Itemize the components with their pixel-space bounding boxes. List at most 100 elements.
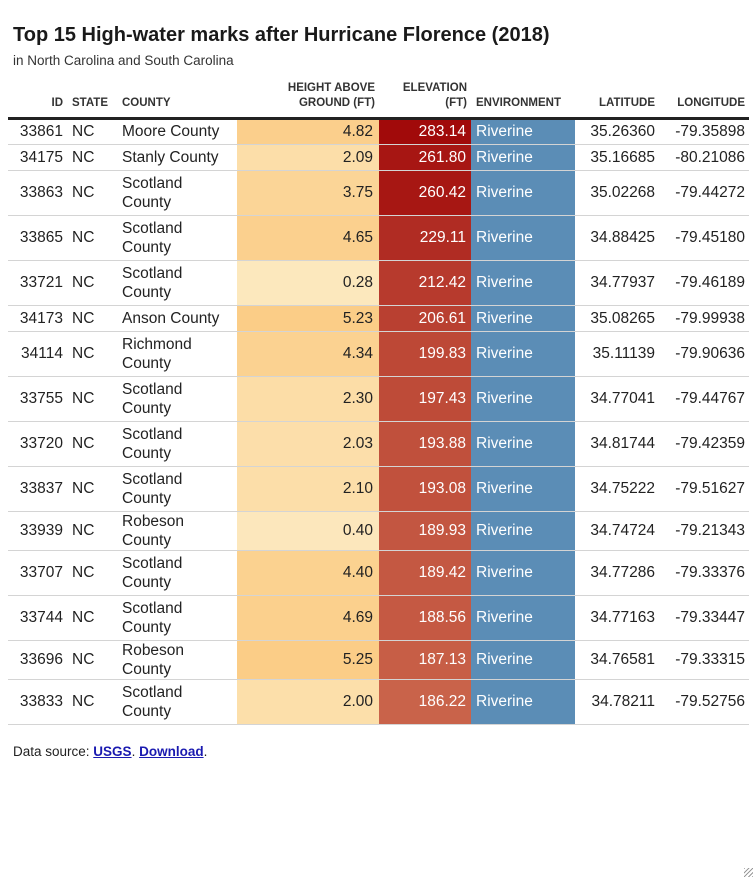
cell-state: NC [67, 305, 117, 332]
cell-height: 2.03 [237, 421, 379, 467]
cell-elevation: 186.22 [379, 679, 471, 725]
cell-latitude: 34.74724 [575, 511, 659, 551]
cell-county: Robeson County [117, 511, 237, 551]
cell-id: 33863 [8, 170, 67, 216]
cell-county: Scotland County [117, 170, 237, 216]
cell-elevation: 188.56 [379, 595, 471, 641]
column-header-height[interactable]: HEIGHT ABOVE GROUND (FT) [287, 81, 375, 109]
page-subtitle: in North Carolina and South Carolina [13, 53, 234, 68]
cell-height: 4.82 [237, 118, 379, 145]
page-title: Top 15 High-water marks after Hurricane … [13, 24, 550, 46]
cell-latitude: 34.75222 [575, 466, 659, 512]
cell-environment: Riverine [471, 466, 575, 512]
cell-latitude: 34.77163 [575, 595, 659, 641]
table-row: 33837 NC Scotland County 2.10 193.08 Riverine… [8, 466, 749, 512]
cell-height: 2.30 [237, 376, 379, 422]
column-header-environment[interactable]: ENVIRONMENT [476, 96, 561, 109]
cell-height: 5.25 [237, 640, 379, 680]
table-row: 33696 NC Robeson County 5.25 187.13 Riverine 3… [8, 640, 749, 680]
cell-state: NC [67, 421, 117, 467]
table-row: 33720 NC Scotland County 2.03 193.88 Riverine… [8, 421, 749, 467]
table-header-row: ID STATE COUNTY HEIGHT ABOVE GROUND (FT)… [8, 78, 749, 118]
cell-elevation: 187.13 [379, 640, 471, 680]
table-row: 33707 NC Scotland County 4.40 189.42 Riverine… [8, 550, 749, 596]
cell-id: 34175 [8, 144, 67, 171]
cell-environment: Riverine [471, 595, 575, 641]
cell-state: NC [67, 170, 117, 216]
cell-state: NC [67, 640, 117, 680]
table-body: 33861 NC Moore County 4.82 283.14 Riverine 35.… [8, 118, 749, 725]
cell-elevation: 189.42 [379, 550, 471, 596]
cell-height: 4.69 [237, 595, 379, 641]
cell-county: Scotland County [117, 260, 237, 306]
cell-id: 33755 [8, 376, 67, 422]
cell-state: NC [67, 466, 117, 512]
cell-county: Scotland County [117, 679, 237, 725]
table-row: 33863 NC Scotland County 3.75 260.42 Riverine… [8, 170, 749, 216]
cell-county: Scotland County [117, 550, 237, 596]
cell-height: 4.40 [237, 550, 379, 596]
table-row: 33861 NC Moore County 4.82 283.14 Riverine 35.… [8, 118, 749, 145]
column-header-state[interactable]: STATE [72, 96, 108, 109]
table-row: 33939 NC Robeson County 0.40 189.93 Riverine 3… [8, 511, 749, 551]
cell-county: Scotland County [117, 595, 237, 641]
table-row: 33833 NC Scotland County 2.00 186.22 Riverine… [8, 679, 749, 725]
cell-longitude: -79.51627 [659, 466, 749, 512]
cell-longitude: -79.99938 [659, 305, 749, 332]
cell-state: NC [67, 550, 117, 596]
cell-elevation: 212.42 [379, 260, 471, 306]
cell-height: 0.28 [237, 260, 379, 306]
source-suffix: . [203, 744, 208, 759]
column-header-longitude[interactable]: LONGITUDE [677, 96, 745, 109]
column-header-latitude[interactable]: LATITUDE [598, 96, 655, 109]
cell-latitude: 35.11139 [575, 331, 659, 377]
cell-height: 2.09 [237, 144, 379, 171]
usgs-link[interactable]: USGS [93, 744, 132, 759]
cell-latitude: 35.08265 [575, 305, 659, 332]
cell-id: 33939 [8, 511, 67, 551]
cell-id: 34114 [8, 331, 67, 377]
cell-environment: Riverine [471, 170, 575, 216]
cell-id: 33744 [8, 595, 67, 641]
column-header-id[interactable]: ID [51, 96, 64, 109]
download-link[interactable]: Download [139, 744, 204, 759]
cell-latitude: 34.77286 [575, 550, 659, 596]
cell-latitude: 35.16685 [575, 144, 659, 171]
cell-longitude: -80.21086 [659, 144, 749, 171]
cell-county: Scotland County [117, 421, 237, 467]
cell-state: NC [67, 260, 117, 306]
cell-environment: Riverine [471, 421, 575, 467]
cell-longitude: -79.90636 [659, 331, 749, 377]
cell-latitude: 34.77937 [575, 260, 659, 306]
cell-latitude: 34.76581 [575, 640, 659, 680]
cell-environment: Riverine [471, 144, 575, 171]
cell-id: 33707 [8, 550, 67, 596]
resize-corner [744, 868, 753, 877]
column-header-elevation[interactable]: ELEVATION (FT) [402, 81, 467, 109]
table-row: 34114 NC Richmond County 4.34 199.83 Riverine… [8, 331, 749, 377]
cell-height: 4.34 [237, 331, 379, 377]
cell-elevation: 193.08 [379, 466, 471, 512]
cell-state: NC [67, 679, 117, 725]
table-row: 34175 NC Stanly County 2.09 261.80 Riverine 35… [8, 144, 749, 171]
cell-state: NC [67, 331, 117, 377]
column-header-county[interactable]: COUNTY [122, 96, 171, 109]
cell-height: 5.23 [237, 305, 379, 332]
cell-environment: Riverine [471, 118, 575, 145]
cell-environment: Riverine [471, 511, 575, 551]
cell-height: 3.75 [237, 170, 379, 216]
cell-longitude: -79.42359 [659, 421, 749, 467]
cell-longitude: -79.46189 [659, 260, 749, 306]
cell-environment: Riverine [471, 376, 575, 422]
high-water-marks-table: ID STATE COUNTY HEIGHT ABOVE GROUND (FT)… [8, 78, 749, 725]
cell-environment: Riverine [471, 679, 575, 725]
cell-environment: Riverine [471, 215, 575, 261]
cell-county: Robeson County [117, 640, 237, 680]
cell-elevation: 229.11 [379, 215, 471, 261]
cell-elevation: 260.42 [379, 170, 471, 216]
table-row: 33755 NC Scotland County 2.30 197.43 Riverine… [8, 376, 749, 422]
table-row: 33721 NC Scotland County 0.28 212.42 Riverine… [8, 260, 749, 306]
cell-elevation: 206.61 [379, 305, 471, 332]
cell-county: Stanly County [117, 144, 237, 171]
cell-longitude: -79.45180 [659, 215, 749, 261]
